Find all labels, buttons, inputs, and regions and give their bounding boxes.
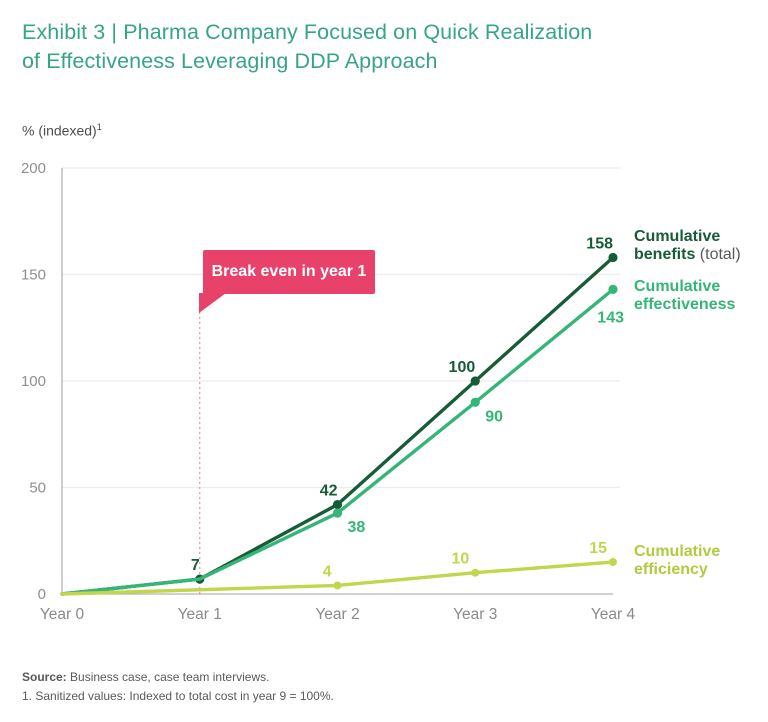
footer: Source: Business case, case team intervi… (22, 668, 334, 706)
breakeven-callout-tail (199, 293, 226, 313)
data-label: 100 (449, 359, 476, 376)
data-point (470, 376, 480, 386)
legend-effectiveness-line1: Cumulative (634, 278, 721, 295)
data-point (608, 284, 618, 295)
x-tick-0: Year 0 (40, 606, 85, 623)
legend-benefits-line2: benefits (634, 245, 696, 263)
data-label: 38 (348, 519, 366, 536)
source-label: Source: (22, 670, 67, 684)
legend-efficiency-line1: Cumulative (634, 543, 721, 560)
data-label: 7 (191, 557, 200, 574)
data-label: 90 (485, 408, 503, 425)
data-label: 15 (589, 540, 607, 557)
data-label: 10 (451, 551, 469, 568)
series-line-1 (60, 287, 615, 596)
legend-cumulative-efficiency: Cumulative efficiency (634, 543, 720, 578)
series-line-0 (60, 255, 615, 596)
data-point (608, 252, 618, 263)
footnote-line: 1. Sanitized values: Indexed to total co… (22, 689, 334, 703)
footnote-marker: 1 (96, 122, 102, 132)
y-tick-0: 0 (38, 586, 46, 603)
x-tick-2: Year 2 (315, 606, 359, 623)
data-point (333, 581, 342, 590)
data-point (470, 397, 480, 407)
breakeven-callout-text: Break even in year 1 (211, 263, 367, 280)
y-tick-50: 50 (29, 480, 46, 497)
y-axis-unit-text: % (indexed) (22, 122, 97, 139)
data-label: 4 (323, 563, 332, 580)
legend-benefits-suffix: (total) (695, 245, 741, 263)
x-tick-3: Year 3 (453, 606, 497, 623)
y-tick-100: 100 (21, 373, 46, 390)
x-tick-4: Year 4 (591, 606, 636, 623)
y-axis-unit-label: % (indexed)1 (22, 122, 102, 139)
data-point (332, 499, 343, 510)
y-tick-150: 150 (21, 267, 46, 284)
data-label: 143 (597, 309, 624, 326)
breakeven-callout: Break even in year 1 (203, 250, 375, 294)
legend-cumulative-benefits: Cumulative benefits (total) (634, 228, 741, 263)
legend-efficiency-line2: efficiency (634, 560, 708, 578)
data-label: 42 (320, 483, 338, 500)
source-text: Business case, case team interviews. (66, 670, 270, 684)
legend-effectiveness-line2: effectiveness (634, 295, 736, 313)
legend-cumulative-effectiveness: Cumulative effectiveness (634, 278, 735, 313)
data-label: 158 (586, 235, 613, 252)
exhibit-title: Exhibit 3 | Pharma Company Focused on Qu… (22, 20, 593, 73)
source-line: Source: Business case, case team intervi… (22, 668, 334, 687)
legend-benefits-line1: Cumulative (634, 228, 721, 245)
data-point (332, 508, 343, 518)
data-point (471, 568, 480, 577)
y-tick-200: 200 (21, 160, 46, 177)
data-point (609, 558, 617, 567)
x-tick-1: Year 1 (178, 606, 222, 623)
